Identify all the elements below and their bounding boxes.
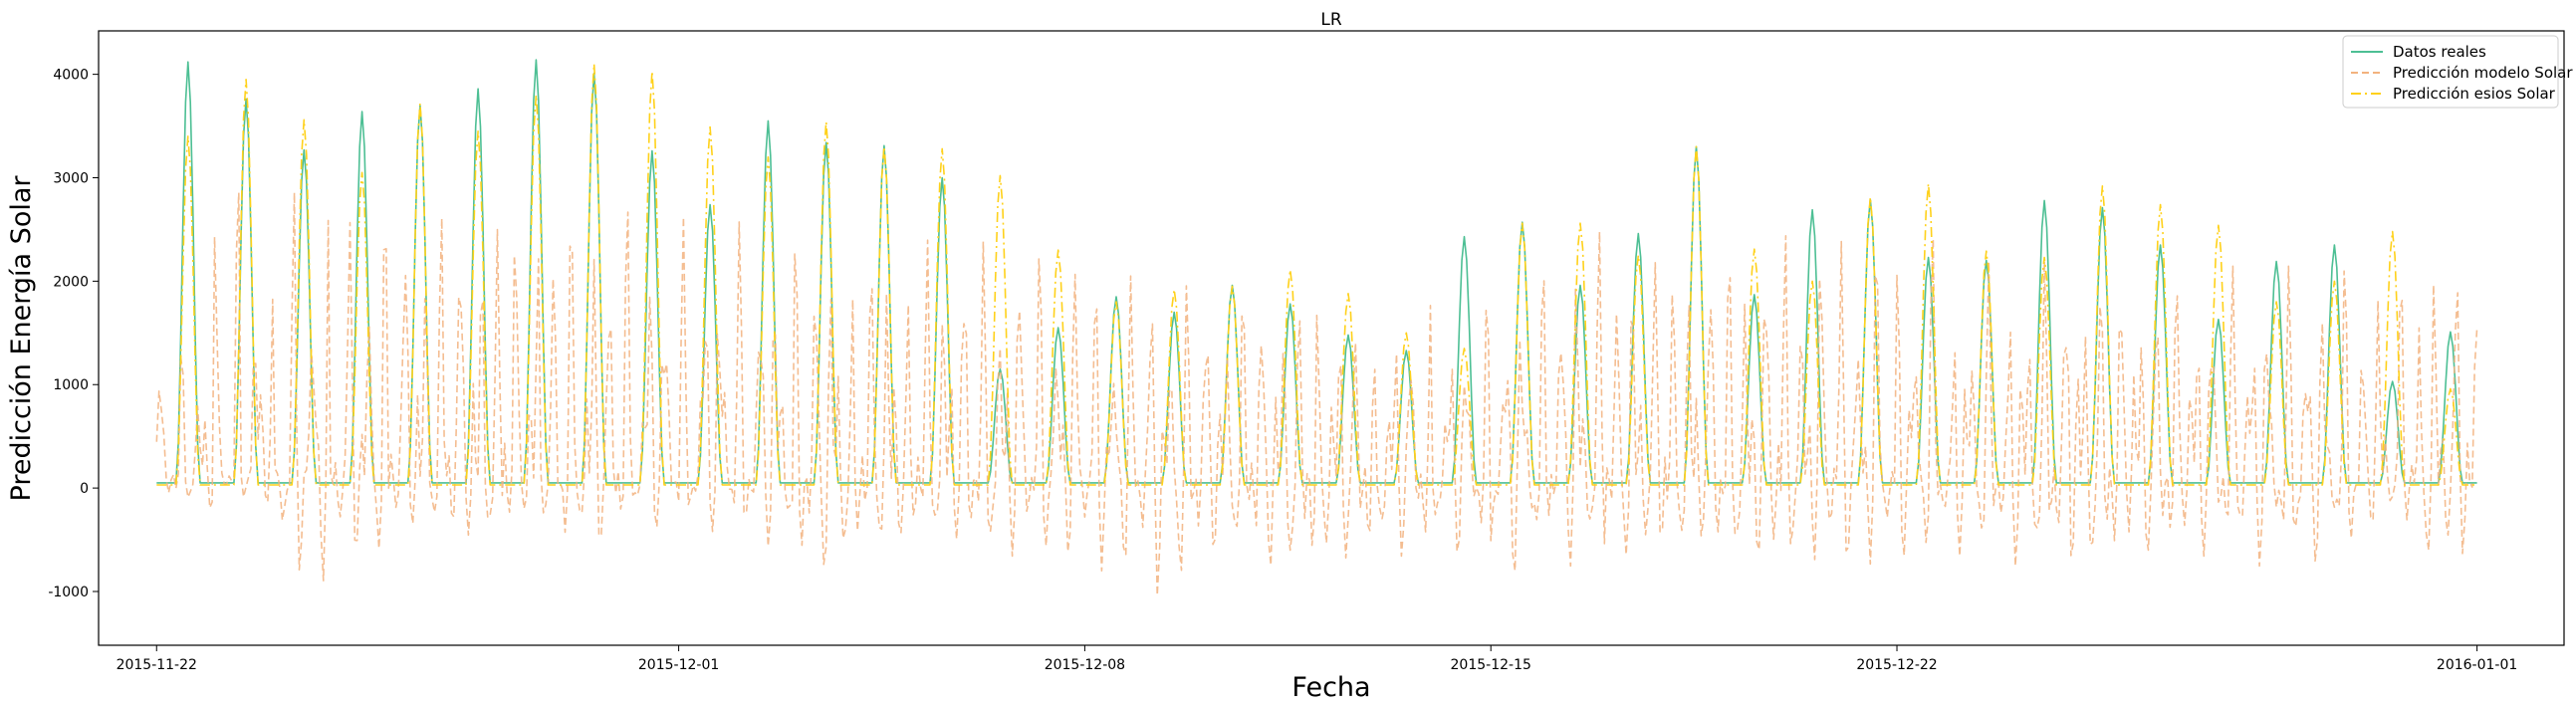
x-tick-label: 2015-12-22 — [1856, 657, 1937, 673]
series-layer — [155, 59, 2478, 596]
y-tick-label: 3000 — [53, 170, 89, 186]
y-tick-label: 2000 — [53, 274, 89, 290]
y-tick-label: 4000 — [53, 68, 89, 84]
x-tick-label: 2015-11-22 — [117, 657, 197, 673]
x-axis: 2015-11-22 2015-12-01 2015-12-08 2015-12-15… — [117, 645, 2517, 673]
legend: Datos reales Predicción modelo Solar Predi… — [2342, 35, 2573, 109]
y-tick-label: 0 — [80, 481, 89, 497]
y-tick-label: -1000 — [48, 585, 89, 600]
y-axis-label: Predicción Energía Solar — [6, 175, 37, 502]
x-tick-label: 2016-01-01 — [2437, 657, 2517, 673]
x-tick-label: 2015-12-08 — [1045, 657, 1125, 673]
y-axis: -1000 0 1000 2000 3000 4000 — [48, 68, 99, 600]
plot-area — [98, 30, 2565, 646]
plot-background — [99, 31, 2564, 645]
legend-label: Predicción esios Solar — [2393, 85, 2556, 103]
x-axis-label: Fecha — [1291, 672, 1370, 703]
legend-label: Datos reales — [2393, 43, 2486, 61]
series-esios-line — [156, 63, 2477, 486]
plot-frame — [98, 30, 2565, 646]
x-tick-label: 2015-12-01 — [638, 657, 719, 673]
series-modelo-line — [155, 191, 2478, 596]
y-tick-label: 1000 — [53, 377, 89, 393]
chart-title: LR — [1320, 10, 1341, 30]
series-real-line — [156, 59, 2477, 484]
legend-label: Predicción modelo Solar — [2393, 64, 2573, 82]
legend-box — [2342, 35, 2559, 109]
x-tick-label: 2015-12-15 — [1451, 657, 1531, 673]
